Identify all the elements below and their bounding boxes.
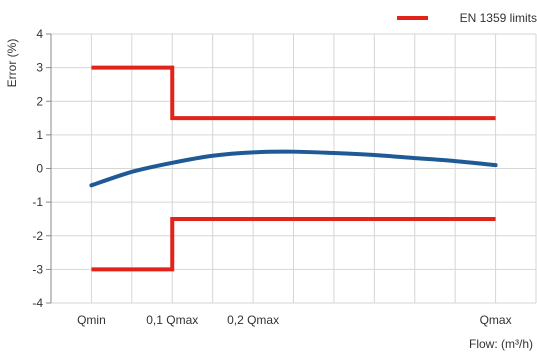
y-tick-label: -2 bbox=[32, 229, 43, 243]
legend: EN 1359 limits bbox=[397, 11, 537, 25]
x-tick-label: Qmax bbox=[480, 313, 512, 327]
y-tick-label: 0 bbox=[36, 162, 43, 176]
y-tick-label: -1 bbox=[32, 195, 43, 209]
y-tick-label: 1 bbox=[36, 128, 43, 142]
y-tick-labels: -4 -3 -2 -1 0 1 2 3 4 bbox=[32, 27, 43, 310]
x-tick-label: Qmin bbox=[77, 313, 106, 327]
x-tick-label: 0,1 Qmax bbox=[146, 313, 198, 327]
limit-line-lower bbox=[91, 216, 496, 272]
x-tick-label: 0,2 Qmax bbox=[227, 313, 279, 327]
y-tick-label: -4 bbox=[32, 296, 43, 310]
limit-line-upper bbox=[91, 65, 496, 121]
y-tick-label: 3 bbox=[36, 61, 43, 75]
series bbox=[89, 65, 498, 272]
legend-swatch-limits bbox=[397, 16, 428, 20]
y-axis-label: Error (%) bbox=[5, 39, 19, 88]
y-tick-label: 4 bbox=[36, 27, 43, 41]
error-curve bbox=[89, 149, 498, 188]
legend-label-limits: EN 1359 limits bbox=[460, 11, 537, 25]
axes bbox=[46, 33, 52, 304]
x-tick-labels: Qmin 0,1 Qmax 0,2 Qmax Qmax bbox=[77, 313, 512, 327]
y-tick-label: 2 bbox=[36, 94, 43, 108]
x-axis-label: Flow: (m³/h) bbox=[469, 337, 533, 351]
y-tick-label: -3 bbox=[32, 262, 43, 276]
grid bbox=[51, 33, 537, 304]
